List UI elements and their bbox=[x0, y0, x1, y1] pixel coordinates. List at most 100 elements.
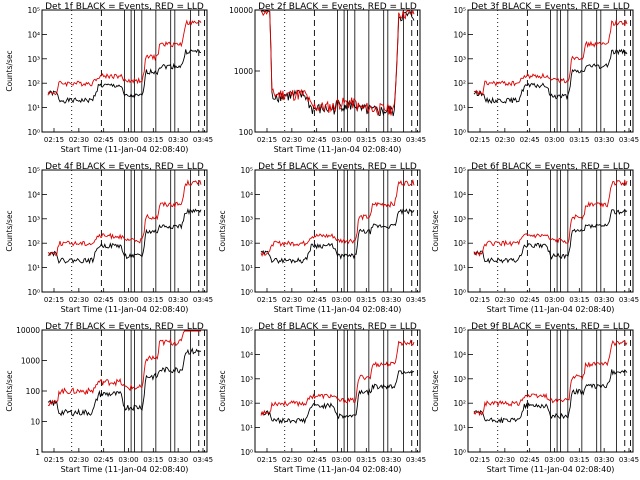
y-tick-label: 10² bbox=[27, 239, 40, 248]
y-axis-label: Counts/sec bbox=[431, 370, 440, 411]
x-tick-label: 02:15 bbox=[257, 296, 277, 304]
x-tick-label: 03:00 bbox=[544, 136, 564, 144]
x-tick-label: 02:30 bbox=[495, 456, 515, 464]
y-tick-label: 10⁰ bbox=[453, 448, 466, 457]
series-lld-line bbox=[260, 339, 415, 417]
x-axis-label: Start Time (11-Jan-04 02:08:40) bbox=[274, 305, 402, 314]
series-events-line bbox=[260, 208, 415, 265]
x-tick-label: 02:45 bbox=[520, 456, 540, 464]
x-tick-label: 03:15 bbox=[143, 296, 163, 304]
y-tick-label: 10¹ bbox=[27, 264, 40, 273]
y-tick-label: 10⁵ bbox=[240, 166, 253, 175]
x-tick-label: 03:45 bbox=[193, 296, 213, 304]
panel-title: Det 6f BLACK = Events, RED = LLD bbox=[471, 162, 630, 172]
y-tick-label: 10² bbox=[240, 399, 253, 408]
y-tick-label: 10⁵ bbox=[27, 6, 40, 15]
x-tick-label: 03:00 bbox=[118, 456, 138, 464]
panel-title: Det 9f BLACK = Events, RED = LLD bbox=[471, 322, 630, 332]
x-tick-label: 03:15 bbox=[569, 456, 589, 464]
y-tick-label: 10¹ bbox=[240, 424, 253, 433]
x-tick-label: 03:00 bbox=[331, 136, 351, 144]
y-tick-label: 10¹ bbox=[27, 104, 40, 113]
y-tick-label: 10³ bbox=[240, 375, 253, 384]
x-tick-label: 03:30 bbox=[381, 136, 401, 144]
y-tick-label: 10¹ bbox=[453, 264, 466, 273]
x-tick-label: 03:45 bbox=[193, 136, 213, 144]
y-tick-label: 10² bbox=[27, 79, 40, 88]
x-tick-label: 03:00 bbox=[544, 296, 564, 304]
panel-title: Det 3f BLACK = Events, RED = LLD bbox=[471, 2, 630, 12]
y-tick-label: 1 bbox=[35, 448, 40, 457]
y-tick-label: 10⁵ bbox=[453, 166, 466, 175]
y-tick-label: 10¹ bbox=[453, 424, 466, 433]
panel-8: Det 8f BLACK = Events, RED = LLD 10⁰ 10¹ 10… bbox=[218, 322, 426, 474]
x-tick-label: 03:15 bbox=[143, 456, 163, 464]
x-tick-label: 02:30 bbox=[495, 136, 515, 144]
y-tick-label: 10³ bbox=[453, 375, 466, 384]
panel-7: Det 7f BLACK = Events, RED = LLD 1 10 100 10… bbox=[5, 322, 213, 474]
x-tick-label: 02:30 bbox=[69, 296, 89, 304]
series-lld-line bbox=[47, 330, 201, 407]
x-tick-label: 03:45 bbox=[406, 136, 426, 144]
series-events-line bbox=[47, 347, 202, 417]
x-tick-label: 02:15 bbox=[470, 296, 490, 304]
y-tick-label: 10⁰ bbox=[27, 128, 40, 137]
y-tick-label: 10⁴ bbox=[240, 190, 253, 199]
y-tick-label: 10⁴ bbox=[453, 190, 466, 199]
series-events-line bbox=[473, 208, 628, 264]
series-lld-line bbox=[473, 340, 628, 417]
x-tick-label: 03:15 bbox=[356, 456, 376, 464]
y-tick-label: 10⁰ bbox=[240, 448, 253, 457]
x-tick-label: 02:15 bbox=[44, 456, 64, 464]
x-tick-label: 02:45 bbox=[520, 296, 540, 304]
series-lld-line bbox=[260, 178, 415, 257]
x-tick-label: 02:45 bbox=[94, 456, 114, 464]
x-tick-label: 02:30 bbox=[282, 456, 302, 464]
y-tick-label: 10² bbox=[453, 399, 466, 408]
x-tick-label: 03:45 bbox=[193, 456, 213, 464]
x-tick-label: 03:30 bbox=[168, 456, 188, 464]
x-tick-label: 02:45 bbox=[307, 296, 327, 304]
y-tick-label: 10⁴ bbox=[453, 350, 466, 359]
panel-1: Det 1f BLACK = Events, RED = LLD 10⁰ 10¹ 10… bbox=[5, 2, 213, 154]
y-axis-label: Counts/sec bbox=[5, 210, 14, 251]
y-axis-label: Counts/sec bbox=[218, 370, 227, 411]
x-tick-label: 02:15 bbox=[44, 136, 64, 144]
x-tick-label: 03:45 bbox=[619, 296, 639, 304]
panel-title: Det 8f BLACK = Events, RED = LLD bbox=[258, 322, 417, 332]
x-tick-label: 02:30 bbox=[495, 296, 515, 304]
y-tick-label: 100 bbox=[26, 387, 41, 396]
y-tick-label: 10³ bbox=[27, 215, 40, 224]
y-tick-label: 10¹ bbox=[240, 264, 253, 273]
x-tick-label: 03:15 bbox=[356, 296, 376, 304]
y-axis-label: Counts/sec bbox=[431, 210, 440, 251]
panel-5: Det 5f BLACK = Events, RED = LLD 10⁰ 10¹ 10… bbox=[218, 162, 426, 314]
series-lld-line bbox=[47, 179, 202, 256]
x-tick-label: 02:30 bbox=[69, 136, 89, 144]
y-tick-label: 10000 bbox=[229, 6, 253, 15]
x-tick-label: 03:00 bbox=[544, 456, 564, 464]
x-tick-label: 02:30 bbox=[69, 456, 89, 464]
y-tick-label: 10⁵ bbox=[240, 326, 253, 335]
x-tick-label: 03:30 bbox=[594, 296, 614, 304]
panel-title: Det 2f BLACK = Events, RED = LLD bbox=[258, 2, 417, 12]
series-lld-line bbox=[473, 179, 628, 257]
x-tick-label: 03:15 bbox=[569, 136, 589, 144]
panel-title: Det 5f BLACK = Events, RED = LLD bbox=[258, 162, 417, 172]
y-tick-label: 10² bbox=[453, 239, 466, 248]
x-axis-label: Start Time (11-Jan-04 02:08:40) bbox=[487, 465, 615, 474]
y-tick-label: 10⁰ bbox=[240, 288, 253, 297]
x-tick-label: 02:15 bbox=[257, 456, 277, 464]
x-tick-label: 02:45 bbox=[94, 136, 114, 144]
x-axis-label: Start Time (11-Jan-04 02:08:40) bbox=[487, 305, 615, 314]
y-tick-label: 10⁴ bbox=[240, 350, 253, 359]
y-tick-label: 10 bbox=[30, 418, 40, 427]
y-tick-label: 10⁴ bbox=[27, 190, 40, 199]
x-tick-label: 03:00 bbox=[118, 296, 138, 304]
y-tick-label: 10³ bbox=[240, 215, 253, 224]
x-tick-label: 02:45 bbox=[307, 456, 327, 464]
x-axis-label: Start Time (11-Jan-04 02:08:40) bbox=[274, 145, 402, 154]
y-tick-label: 10⁰ bbox=[453, 288, 466, 297]
y-tick-label: 10⁴ bbox=[453, 30, 466, 39]
x-tick-label: 03:30 bbox=[168, 136, 188, 144]
